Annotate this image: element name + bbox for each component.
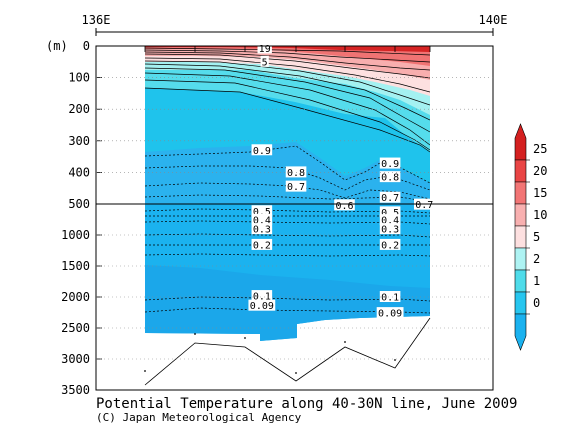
colorbar-level: 0 [533, 296, 540, 310]
sea-floor-line [144, 317, 431, 386]
station-ticks [144, 46, 431, 52]
contour-label-text: 0.09 [250, 301, 274, 312]
contour-label-text: 5 [262, 57, 268, 68]
contour-label: 0.8 [285, 166, 307, 179]
contour-label: 0.9 [251, 144, 273, 157]
y-axis: (m) 0 100 200 300 400 500 1000 1500 2000 2500 3000… [46, 39, 493, 397]
y-tick-label: 0 [83, 39, 90, 53]
contour-label: 0.6 [334, 199, 355, 212]
contour-label: 0.8 [379, 171, 401, 184]
colorbar-level: 2 [533, 252, 540, 266]
lower-field [145, 204, 430, 341]
contour-label-text: 0.5 [381, 208, 399, 219]
y-tick-label: 3500 [61, 383, 90, 397]
contour-label-text: 0.7 [415, 200, 433, 211]
colorbar-level: 1 [533, 274, 540, 288]
plot-frame [95, 45, 494, 391]
contour-label: 0.4 [379, 214, 401, 227]
colorbar-swatch [514, 159, 527, 183]
y-tick-label: 3000 [61, 352, 90, 366]
colorbar-level: 10 [533, 208, 547, 222]
contour-label: 0.9 [379, 157, 401, 170]
colorbar-swatch [514, 291, 527, 315]
contour-label: 19 [257, 42, 272, 55]
contour-label: 0.7 [379, 191, 401, 204]
y-tick-label: 2500 [61, 321, 90, 335]
top-axis: 136E 140E [82, 13, 508, 36]
contour-label-text: 0.09 [378, 309, 402, 320]
contour-label: 0.7 [414, 198, 435, 211]
top-tick-left: 136E [82, 13, 111, 27]
contour-label-text: 0.3 [253, 225, 271, 236]
contour-label-text: 0.8 [381, 173, 399, 184]
contour-label: 0.3 [379, 223, 401, 236]
contour-label: 0.5 [379, 206, 401, 219]
contour-label-text: 0.7 [287, 182, 305, 193]
chart-title: Potential Temperature along 40-30N line,… [96, 396, 517, 412]
contour-label-text: 0.9 [381, 159, 399, 170]
contour-label-text: 0.5 [253, 207, 271, 218]
contour-label: 0.1 [379, 291, 401, 304]
contour-label-text: 0.6 [335, 201, 353, 212]
band-red [145, 46, 430, 52]
colorbar-swatch [514, 269, 527, 293]
contour-label-text: 0.2 [381, 240, 399, 251]
colorbar-swatch [514, 123, 527, 161]
contour-label: 0.5 [251, 205, 273, 218]
contour-label: 0.2 [379, 238, 401, 251]
contour-label: 0.09 [248, 299, 276, 312]
y-tick-label: 400 [68, 165, 90, 179]
contour-label-text: 0.3 [381, 225, 399, 236]
band-red-light [145, 46, 430, 66]
y-tick-label: 2000 [61, 290, 90, 304]
y-tick-label: 100 [68, 71, 90, 85]
colorbar-swatch [514, 313, 527, 351]
contour-label-text: 0.7 [381, 193, 399, 204]
contour-label: 0.7 [285, 180, 307, 193]
contour-label: 0.1 [251, 290, 273, 303]
contour-label-text: 0.2 [253, 240, 271, 251]
contour-label: 0.2 [251, 238, 273, 251]
chart-credit: (C) Japan Meteorological Agency [96, 411, 302, 424]
contour-label: 0.3 [251, 223, 273, 236]
contour-label: 5 [260, 55, 269, 68]
colorbar-swatch [514, 181, 527, 205]
colorbar-swatch [514, 247, 527, 271]
contour-label-text: 0.4 [381, 216, 399, 227]
y-tick-label: 300 [68, 134, 90, 148]
colorbar-level: 5 [533, 230, 540, 244]
y-tick-label: 1500 [61, 259, 90, 273]
contour-label-text: 0.1 [381, 293, 399, 304]
y-tick-label: 200 [68, 102, 90, 116]
colorbar-level: 15 [533, 186, 547, 200]
contour-label-text: 0.4 [253, 215, 271, 226]
y-tick-label: 500 [68, 197, 90, 211]
contour-label: 0.09 [376, 307, 404, 320]
contour-label-text: 0.8 [287, 168, 305, 179]
colorbar-swatch [514, 225, 527, 249]
upper-field [145, 46, 430, 204]
top-tick-right: 140E [479, 13, 508, 27]
contour-label: 0.4 [251, 213, 273, 226]
contour-label-text: 0.1 [253, 292, 271, 303]
colorbar-level: 25 [533, 142, 547, 156]
contour-label-text: 0.9 [253, 146, 271, 157]
y-unit-label: (m) [46, 39, 68, 53]
station-dots [144, 333, 396, 374]
colorbar-swatch [514, 203, 527, 227]
contour-label-text: 19 [259, 44, 271, 55]
colorbar-level: 20 [533, 164, 547, 178]
y-tick-label: 1000 [61, 228, 90, 242]
